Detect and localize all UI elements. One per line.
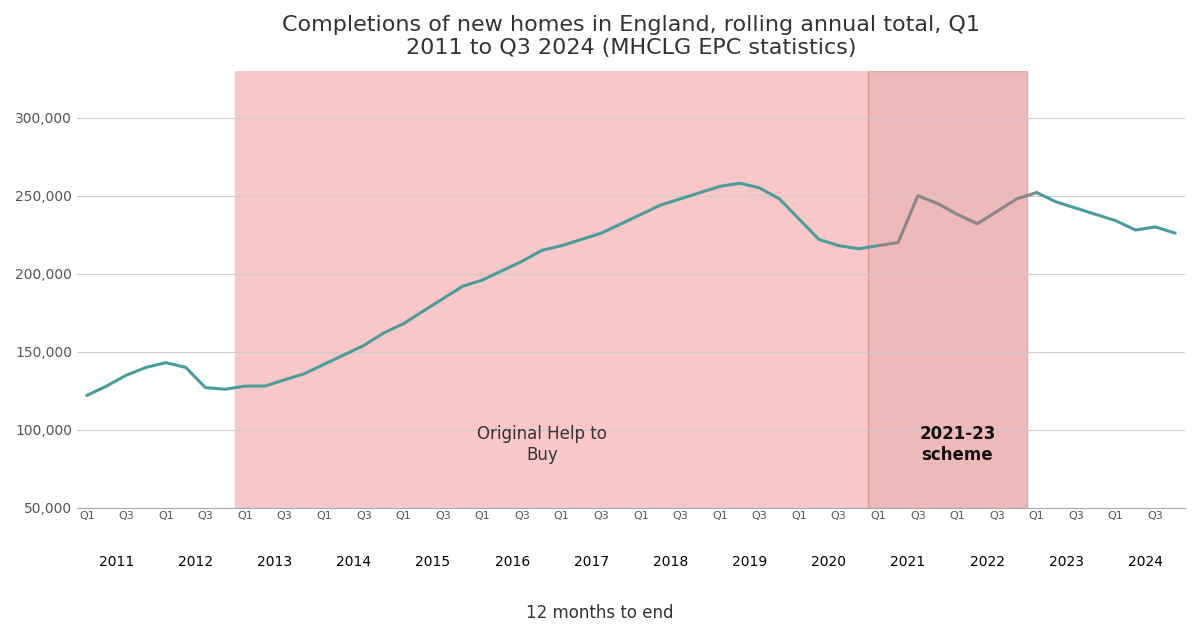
Bar [235, 71, 869, 508]
Title: Completions of new homes in England, rolling annual total, Q1
2011 to Q3 2024 (M: Completions of new homes in England, rol… [282, 15, 980, 58]
Text: 2021-23
scheme: 2021-23 scheme [919, 425, 996, 464]
Bar [869, 71, 1027, 508]
Text: 12 months to end: 12 months to end [527, 604, 673, 622]
Text: Original Help to
Buy: Original Help to Buy [476, 425, 607, 464]
